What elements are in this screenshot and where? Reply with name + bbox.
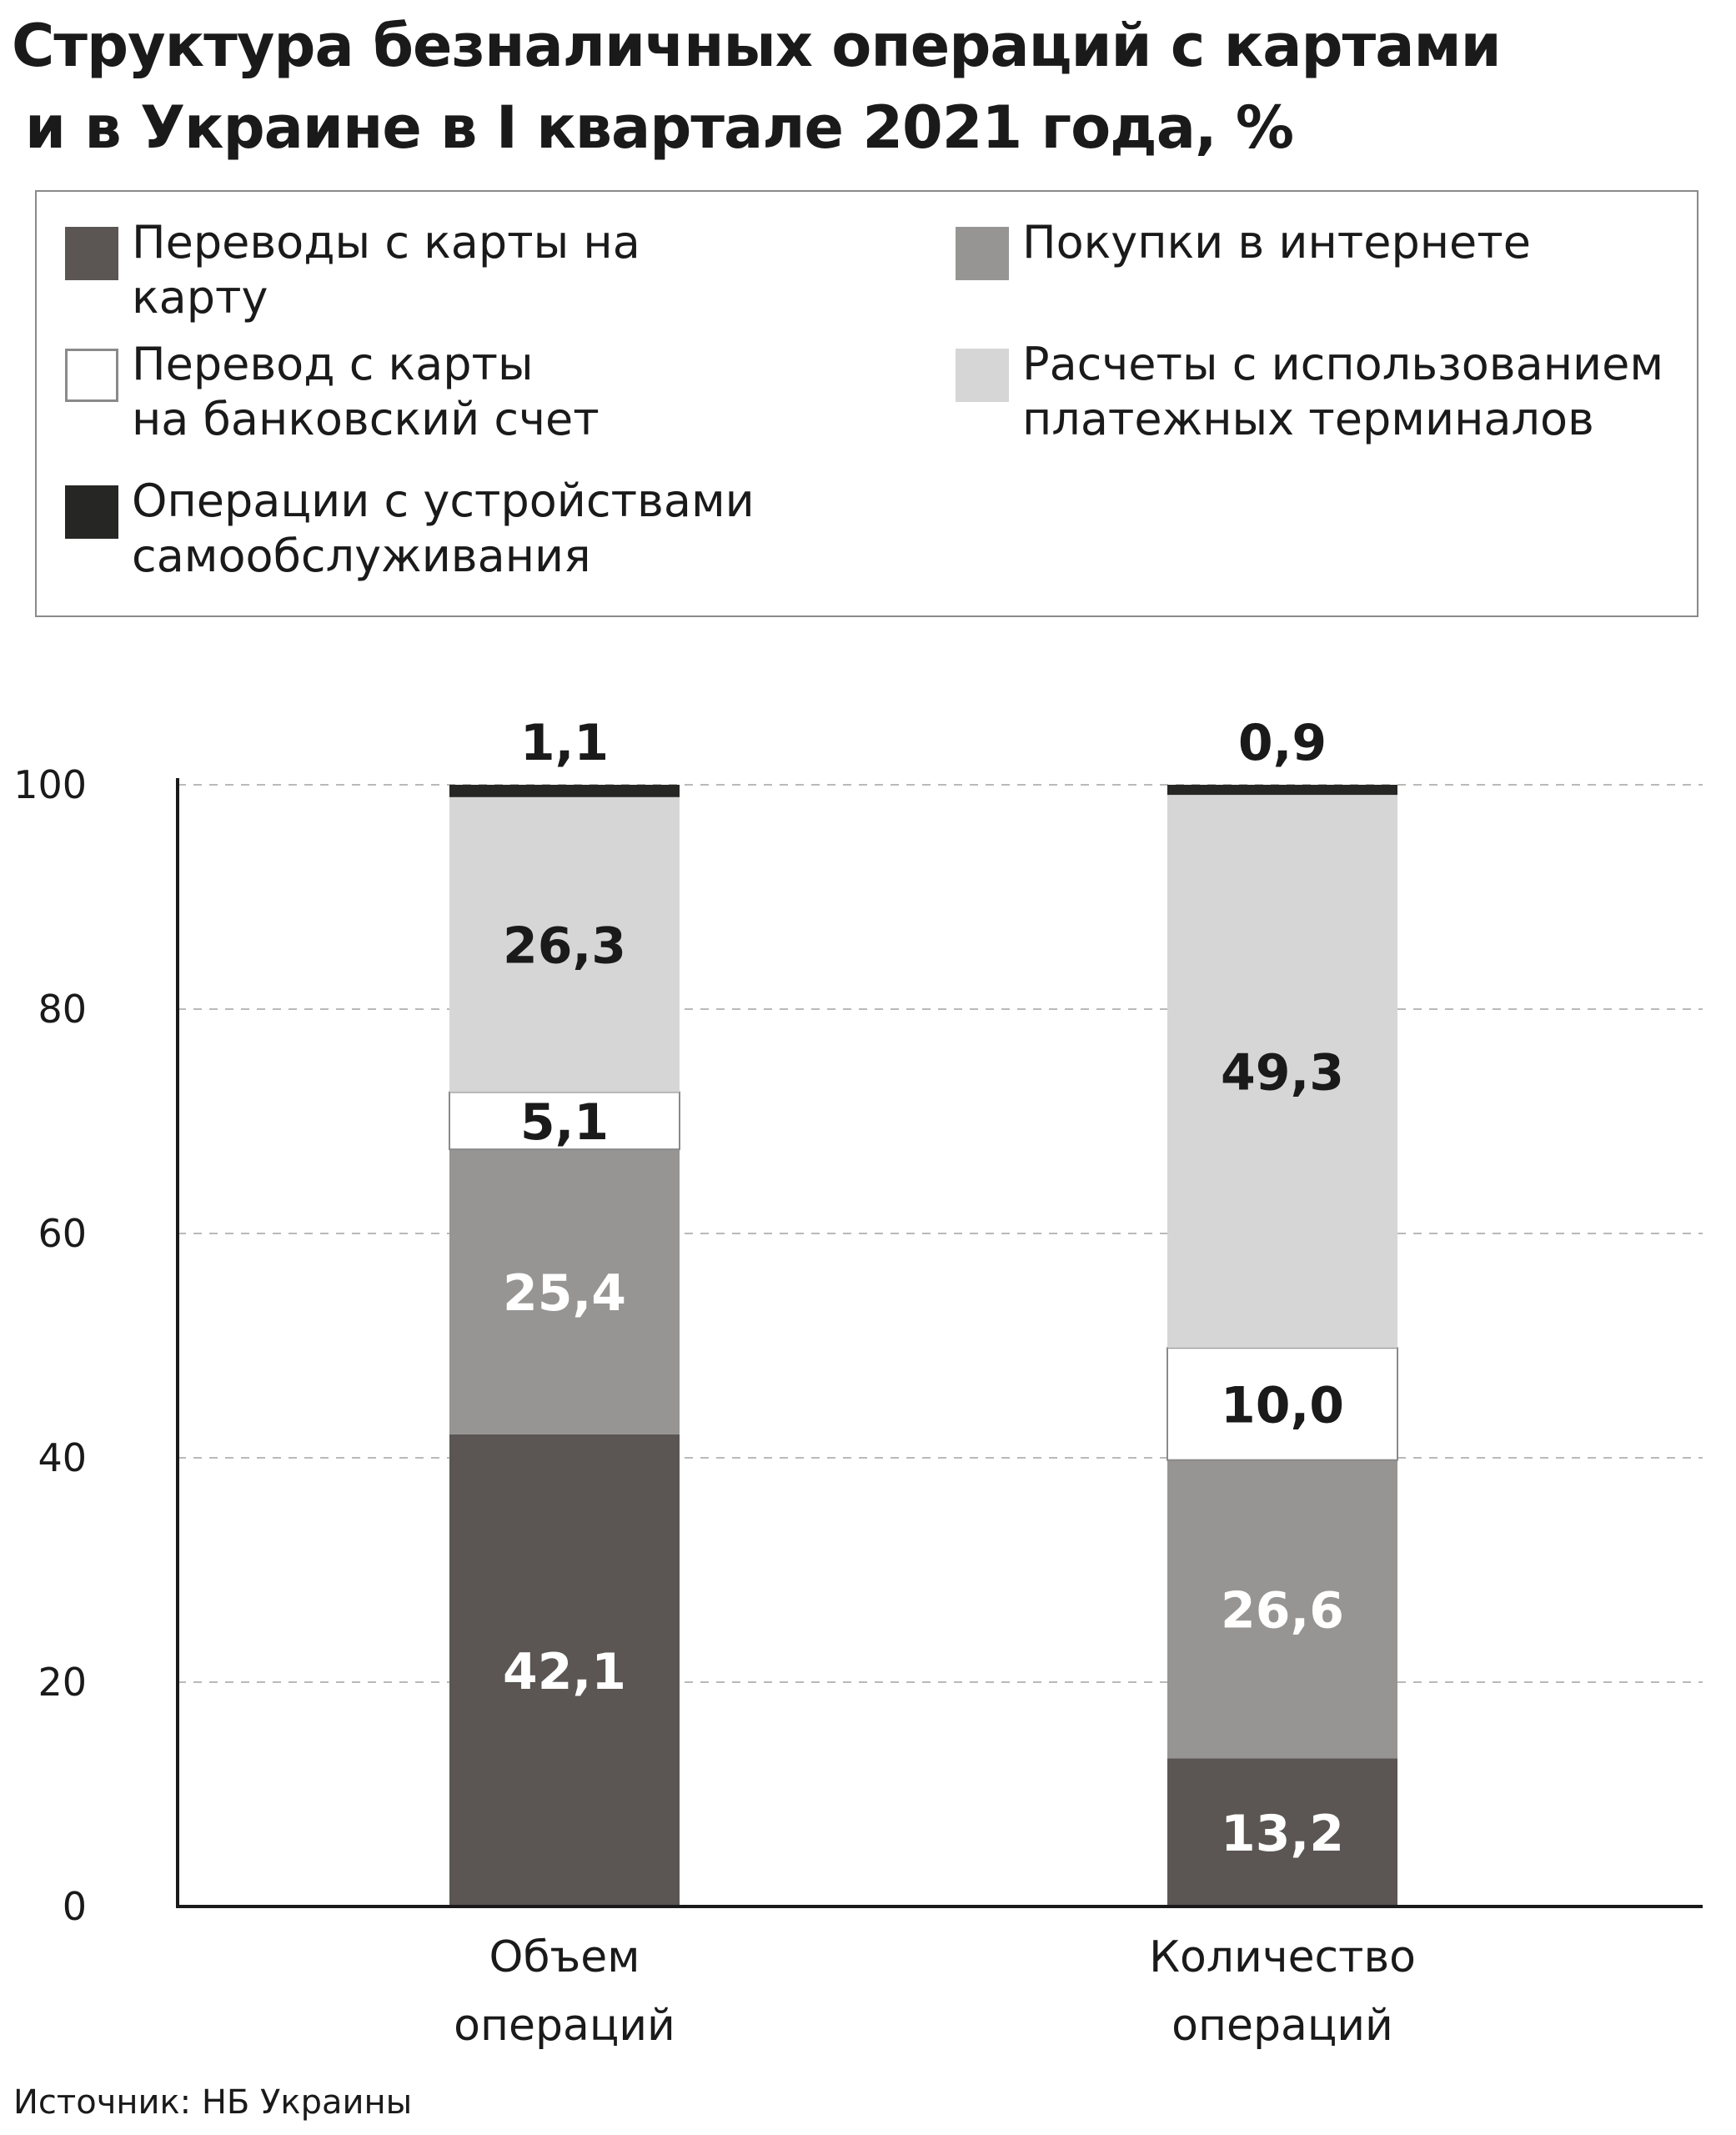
bar-segment [1167,1459,1397,1759]
stacked-bar-chart: 0 20 40 60 80 100 42,1 25,4 5,1 26,3 1,1 Объем опера… [13,714,1703,2051]
legend-label: Перевод с карты на банковский счет [132,338,600,445]
bar-segment [1167,1347,1398,1461]
y-tick-label: 20 [38,1660,87,1705]
bar-segment [449,1149,680,1434]
bar-segment [449,796,680,1093]
data-label: 26,6 [1221,1582,1344,1640]
y-tick-label: 0 [63,1884,87,1929]
y-tick-label: 60 [38,1211,87,1256]
bar-segment [449,785,680,797]
legend: Переводы с карты на карту Покупки в инте… [35,190,1698,617]
legend-label: Операции с устройствами самообслуживания [132,475,755,582]
x-tick-label: Количество операций [1149,1932,1416,2051]
data-label: 42,1 [503,1643,626,1701]
chart-title: Структура безналичных операций с картами… [12,5,1713,168]
bar-segment [1167,1758,1397,1906]
chart-title-line-2: и в Украине в I квартале 2021 года, % [25,93,1294,162]
data-label: 1,1 [520,714,609,772]
bar-segment [449,1091,680,1151]
bar-segment [449,1434,680,1906]
x-tick-label: Объем операций [454,1932,675,2051]
data-label: 5,1 [520,1093,609,1152]
y-tick-label: 80 [38,987,87,1032]
legend-swatch [956,227,1009,280]
y-tick-label: 40 [38,1435,87,1480]
y-tick-label: 100 [13,762,87,807]
data-label: 10,0 [1221,1376,1344,1434]
legend-label: Расчеты с использованием платежных терми… [1022,338,1664,445]
data-label: 26,3 [503,917,626,976]
legend-label: Покупки в интернете [1022,216,1531,269]
legend-swatch [65,485,118,539]
bar-segment [1167,785,1397,796]
data-label: 0,9 [1238,714,1327,772]
bar-segment [1167,795,1397,1349]
data-label: 25,4 [503,1264,626,1323]
data-label: 13,2 [1221,1805,1344,1863]
data-label: 49,3 [1221,1044,1344,1103]
legend-swatch [956,349,1009,402]
legend-label: Переводы с карты на карту [132,216,640,324]
chart-title-line-1: Структура безналичных операций с картами [12,12,1502,80]
legend-swatch [65,227,118,280]
source-note: Источник: НБ Украины [13,2083,413,2122]
legend-swatch [65,349,118,402]
